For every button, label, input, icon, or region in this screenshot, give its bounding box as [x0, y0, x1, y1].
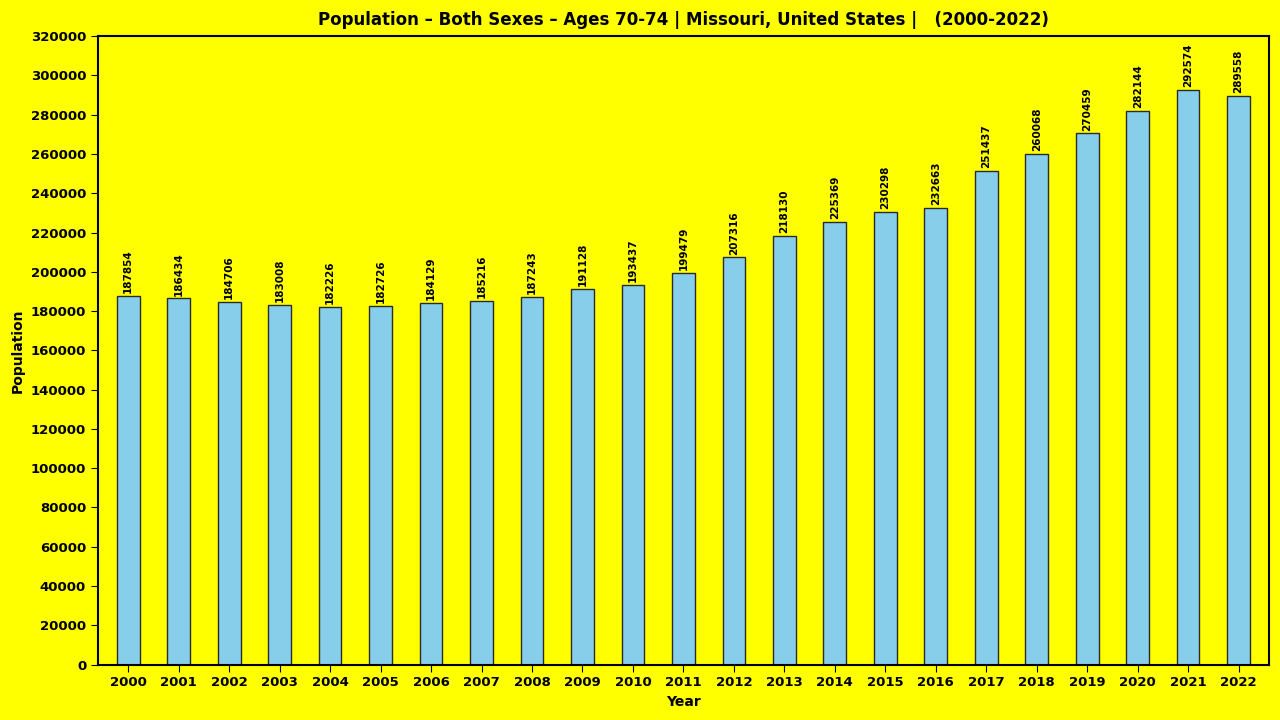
Bar — [1025, 154, 1048, 665]
Text: 187854: 187854 — [123, 249, 133, 293]
Bar — [672, 273, 695, 665]
Text: 225369: 225369 — [829, 176, 840, 219]
Text: 191128: 191128 — [577, 243, 588, 287]
Text: 292574: 292574 — [1183, 43, 1193, 87]
Text: 232663: 232663 — [931, 161, 941, 204]
Bar — [874, 212, 897, 665]
Title: Population – Both Sexes – Ages 70-74 | Missouri, United States |   (2000-2022): Population – Both Sexes – Ages 70-74 | M… — [317, 11, 1048, 29]
Bar — [1075, 133, 1098, 665]
Bar — [571, 289, 594, 665]
Text: 187243: 187243 — [527, 250, 538, 294]
Text: 289558: 289558 — [1234, 50, 1244, 93]
Text: 186434: 186434 — [174, 252, 184, 295]
Text: 185216: 185216 — [476, 254, 486, 298]
Bar — [773, 236, 796, 665]
Bar — [319, 307, 342, 665]
Bar — [823, 222, 846, 665]
Text: 260068: 260068 — [1032, 107, 1042, 151]
Bar — [420, 303, 443, 665]
Bar — [521, 297, 544, 665]
Bar — [269, 305, 291, 665]
Text: 218130: 218130 — [780, 190, 790, 233]
Bar — [622, 284, 644, 665]
Y-axis label: Population: Population — [12, 308, 26, 392]
X-axis label: Year: Year — [666, 695, 701, 709]
Text: 184129: 184129 — [426, 256, 436, 300]
Text: 184706: 184706 — [224, 255, 234, 299]
Text: 270459: 270459 — [1082, 87, 1092, 130]
Bar — [369, 306, 392, 665]
Text: 183008: 183008 — [275, 258, 284, 302]
Text: 207316: 207316 — [728, 211, 739, 255]
Bar — [218, 302, 241, 665]
Text: 230298: 230298 — [881, 166, 891, 210]
Bar — [975, 171, 997, 665]
Bar — [924, 207, 947, 665]
Text: 182726: 182726 — [375, 259, 385, 303]
Bar — [722, 258, 745, 665]
Text: 193437: 193437 — [628, 238, 637, 282]
Text: 282144: 282144 — [1133, 64, 1143, 107]
Text: 182226: 182226 — [325, 261, 335, 304]
Bar — [1228, 96, 1251, 665]
Bar — [168, 299, 191, 665]
Bar — [470, 301, 493, 665]
Bar — [116, 296, 140, 665]
Text: 251437: 251437 — [982, 124, 991, 168]
Bar — [1176, 90, 1199, 665]
Bar — [1126, 111, 1149, 665]
Text: 199479: 199479 — [678, 227, 689, 270]
